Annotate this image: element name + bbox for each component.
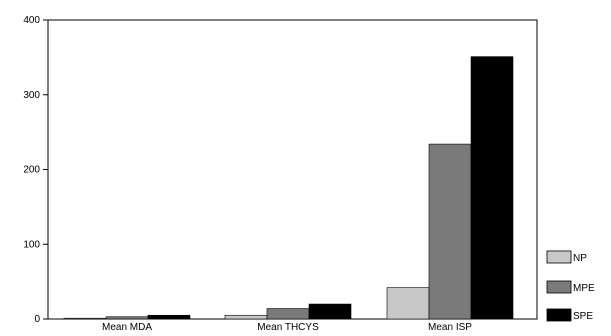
bar-mpe-1 <box>266 308 310 320</box>
y-tick-label: 0 <box>34 314 40 325</box>
legend-swatch-np <box>546 250 572 264</box>
bar-mpe-2 <box>428 143 472 320</box>
legend-label-spe: SPE <box>573 311 593 322</box>
bar-np-1 <box>224 314 268 320</box>
y-tick-label: 300 <box>23 90 40 101</box>
bar-spe-1 <box>308 303 352 320</box>
x-axis-labels: Mean MDA Mean THCYS Mean ISP <box>102 322 472 333</box>
y-tick-label: 400 <box>23 15 40 26</box>
legend-swatch-mpe <box>546 280 572 294</box>
bars <box>63 56 514 320</box>
y-tick-label: 200 <box>23 165 40 176</box>
x-category-label: Mean THCYS <box>257 322 319 333</box>
x-category-label: Mean MDA <box>102 322 152 333</box>
bar-np-2 <box>386 287 430 320</box>
y-axis: 0 100 200 300 400 <box>23 15 48 325</box>
legend-label-np: NP <box>573 253 587 264</box>
bar-mpe-0 <box>105 316 149 320</box>
legend-swatch-spe <box>546 308 572 322</box>
legend: NP MPE SPE <box>546 250 595 322</box>
bar-spe-0 <box>147 314 191 320</box>
y-tick-label: 100 <box>23 239 40 250</box>
x-category-label: Mean ISP <box>428 322 472 333</box>
legend-label-mpe: MPE <box>573 283 595 294</box>
bar-spe-2 <box>470 56 514 320</box>
bar-np-0 <box>63 317 107 320</box>
